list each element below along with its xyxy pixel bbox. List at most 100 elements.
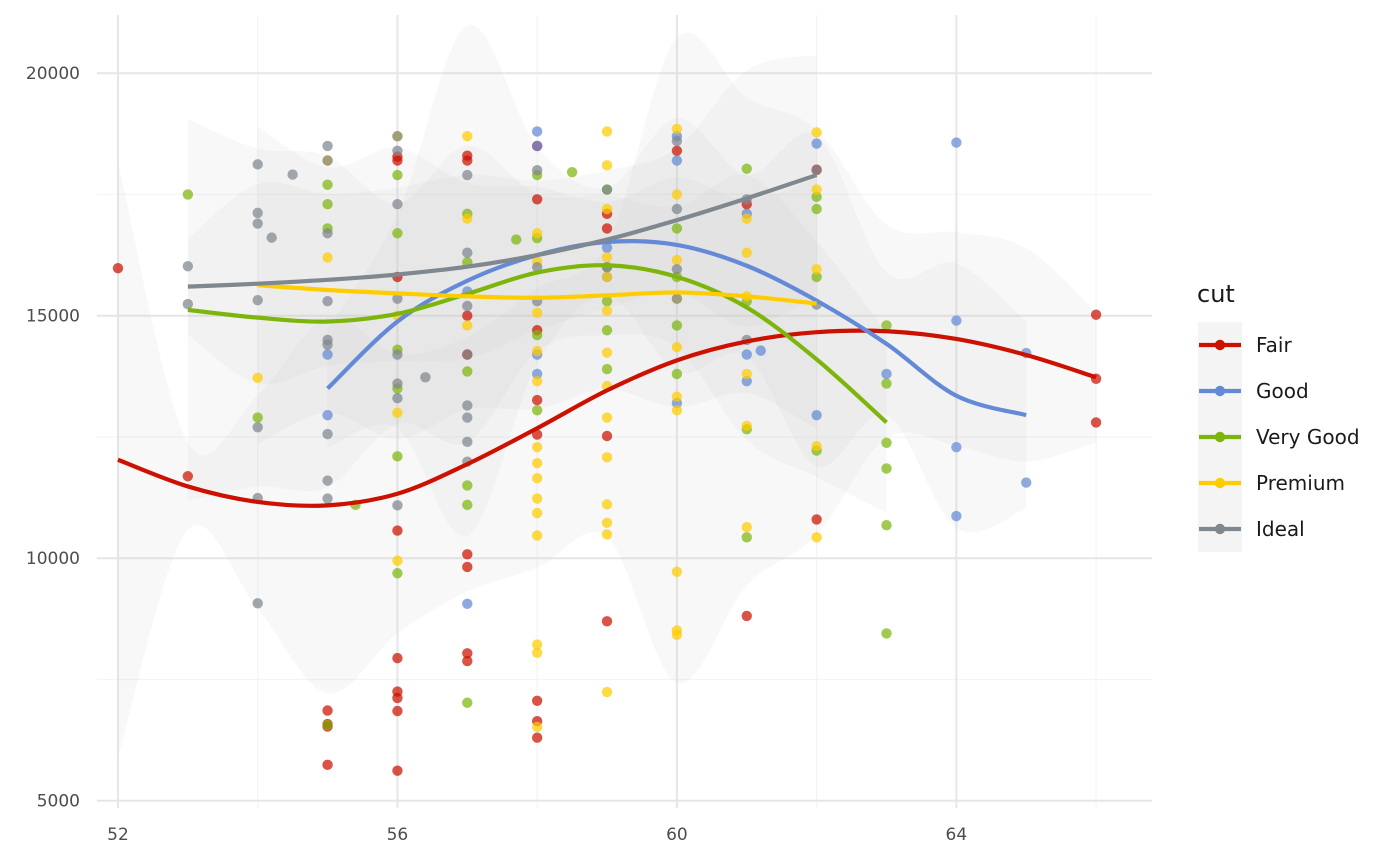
data-point-ideal (182, 298, 194, 310)
legend-item-ideal[interactable]: Ideal (1199, 517, 1305, 541)
smooth-lines (117, 173, 1097, 508)
x-axis-ticks: 52 56 60 64 (107, 825, 967, 845)
data-point-premium (531, 493, 543, 504)
data-point-premium (252, 372, 263, 383)
data-point-good (601, 242, 613, 254)
data-point-fair (462, 648, 473, 659)
data-point-premium (462, 131, 473, 142)
data-point-very-good (881, 463, 892, 474)
data-point-ideal (322, 228, 333, 239)
data-point-very-good (601, 363, 613, 375)
data-point-good (741, 349, 752, 360)
data-point-very-good (392, 568, 403, 579)
data-point-premium (811, 532, 822, 543)
data-point-premium (531, 228, 543, 239)
data-point-very-good (531, 405, 543, 416)
data-point-very-good (252, 412, 263, 423)
data-point-ideal (392, 145, 403, 157)
data-point-fair (322, 759, 333, 771)
data-point-premium (741, 213, 752, 224)
data-point-premium (392, 555, 403, 566)
data-point-ideal (392, 500, 403, 511)
data-point-ideal (392, 293, 403, 304)
data-point-premium (392, 407, 403, 418)
data-point-ideal (671, 263, 683, 275)
data-point-good (881, 368, 892, 380)
data-point-ideal (392, 131, 403, 142)
data-point-premium (601, 126, 613, 137)
data-point-premium (531, 639, 543, 650)
data-point-premium (671, 625, 683, 636)
data-point-very-good (462, 697, 473, 708)
data-point-fair (322, 705, 333, 716)
data-point-very-good (531, 329, 543, 341)
data-point-fair (112, 262, 124, 274)
data-point-ideal (322, 428, 333, 440)
legend-key-point (1214, 523, 1226, 535)
data-point-very-good (511, 234, 522, 245)
data-point-premium (601, 252, 613, 263)
data-point-fair (811, 514, 822, 525)
data-point-premium (601, 686, 613, 698)
data-point-premium (322, 252, 333, 263)
smooth-line-premium (257, 283, 817, 306)
data-point-premium (671, 391, 683, 402)
data-point-very-good (601, 295, 613, 307)
legend-key-point (1214, 431, 1226, 443)
data-point-premium (531, 472, 543, 484)
data-point-very-good (671, 223, 683, 234)
x-tick-label: 60 (666, 825, 688, 845)
data-point-premium (531, 441, 543, 453)
data-point-good (951, 137, 962, 148)
x-tick-label: 52 (107, 825, 129, 845)
legend-items: Fair Good Very Good Premium Ideal (1199, 333, 1360, 541)
data-point-very-good (881, 520, 892, 531)
data-point-premium (671, 566, 683, 577)
legend-item-good[interactable]: Good (1199, 379, 1309, 403)
smooth-line-ideal (187, 173, 818, 289)
data-point-premium (601, 347, 613, 358)
data-point-premium (671, 189, 683, 200)
data-point-ideal (252, 294, 263, 306)
data-point-premium (601, 160, 613, 171)
x-tick-label: 64 (946, 825, 968, 845)
data-point-very-good (392, 228, 403, 239)
data-point-premium (531, 457, 543, 469)
data-point-premium (811, 127, 822, 138)
data-point-fair (531, 394, 543, 406)
data-point-good (322, 349, 333, 360)
legend-item-very-good[interactable]: Very Good (1199, 425, 1360, 449)
data-point-very-good (462, 499, 473, 511)
data-point-ideal (322, 334, 333, 346)
data-point-fair (392, 525, 403, 536)
data-point-premium (671, 405, 683, 416)
y-tick-label: 5000 (37, 792, 80, 812)
data-point-fair (601, 223, 613, 234)
legend-item-premium[interactable]: Premium (1199, 471, 1345, 495)
data-point-premium (671, 254, 683, 266)
data-point-ideal (392, 392, 403, 404)
data-point-ideal (462, 412, 473, 423)
data-point-very-good (462, 480, 473, 491)
data-point-ideal (322, 140, 333, 152)
data-point-ideal (182, 261, 194, 272)
data-point-fair (601, 616, 613, 627)
legend-title: cut (1197, 280, 1235, 308)
data-point-good (951, 510, 962, 522)
data-point-ideal (252, 422, 263, 433)
data-point-premium (741, 247, 752, 258)
data-point-ideal (322, 475, 333, 486)
data-point-premium (601, 305, 613, 317)
data-point-fair (392, 705, 403, 717)
legend-label: Premium (1256, 471, 1345, 495)
data-point-good (531, 126, 543, 137)
data-point-ideal (811, 165, 822, 176)
data-point-fair (1090, 417, 1102, 428)
data-point-premium (531, 375, 543, 387)
data-points (112, 123, 1102, 776)
legend-item-fair[interactable]: Fair (1199, 333, 1292, 357)
legend-key-point (1214, 477, 1226, 489)
data-point-very-good (462, 366, 473, 377)
data-point-ideal (420, 372, 431, 383)
data-point-very-good (392, 169, 403, 181)
